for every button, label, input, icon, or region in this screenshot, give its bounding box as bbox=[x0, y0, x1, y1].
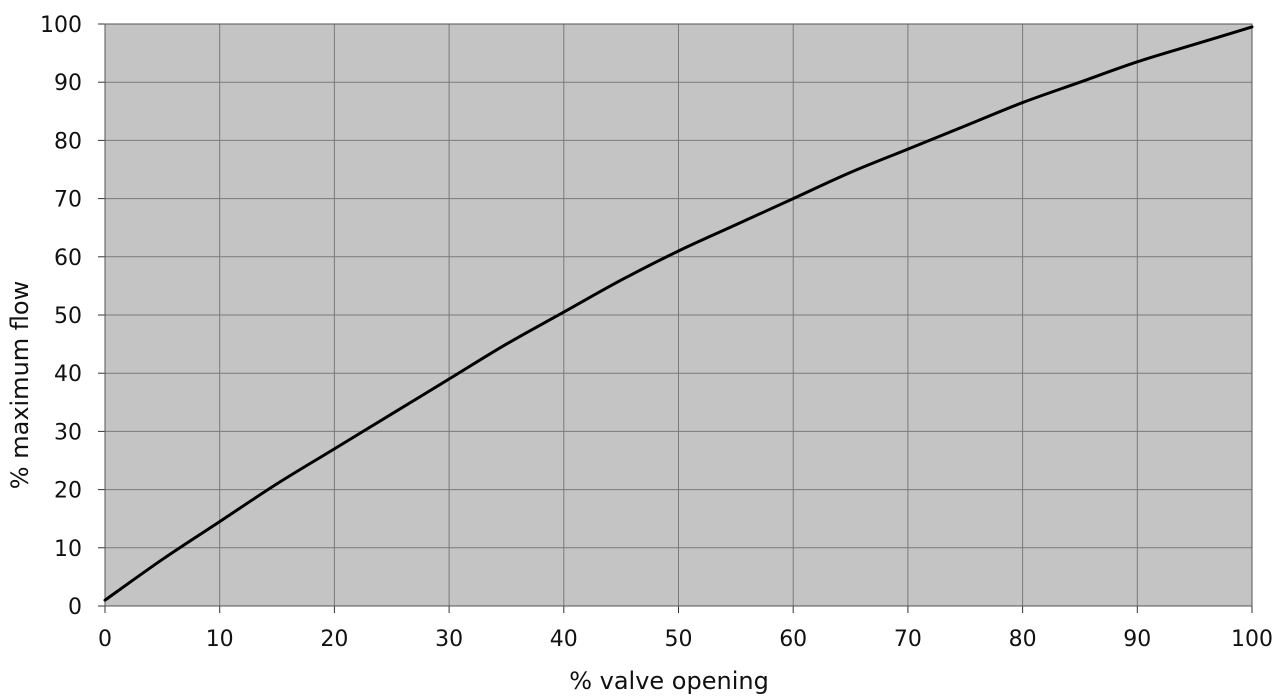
x-tick-label: 30 bbox=[435, 627, 463, 652]
y-tick-label: 90 bbox=[54, 71, 82, 96]
x-tick-label: 70 bbox=[894, 627, 922, 652]
x-tick-label: 40 bbox=[550, 627, 578, 652]
x-tick-label: 10 bbox=[206, 627, 234, 652]
x-tick-label: 60 bbox=[779, 627, 807, 652]
plot-border bbox=[104, 23, 1253, 607]
x-tick-label: 100 bbox=[1231, 627, 1273, 652]
y-tick-label: 40 bbox=[54, 362, 82, 387]
x-tick-label: 50 bbox=[665, 627, 693, 652]
x-tick-label: 80 bbox=[1009, 627, 1037, 652]
x-tick-label: 20 bbox=[320, 627, 348, 652]
x-tick-label: 90 bbox=[1123, 627, 1151, 652]
y-tick-label: 20 bbox=[54, 479, 82, 504]
x-tick-labels: 0 10 20 30 40 50 60 70 80 90 100 bbox=[98, 627, 1273, 652]
y-tick-label: 80 bbox=[54, 129, 82, 154]
series-line bbox=[103, 25, 1254, 602]
y-tick-labels: 0 10 20 30 40 50 60 70 80 90 100 bbox=[40, 13, 82, 620]
y-tick-label: 60 bbox=[54, 246, 82, 271]
y-tick-label: 100 bbox=[40, 13, 82, 38]
y-tick-label: 30 bbox=[54, 420, 82, 445]
grid-lines bbox=[105, 24, 1252, 606]
y-tick-label: 10 bbox=[54, 537, 82, 562]
y-tick-label: 0 bbox=[68, 595, 82, 620]
y-tick-label: 70 bbox=[54, 188, 82, 213]
axes bbox=[98, 23, 1253, 613]
x-tick-label: 0 bbox=[98, 627, 112, 652]
series-layer bbox=[103, 25, 1254, 602]
x-axis-title: % valve opening bbox=[569, 667, 769, 695]
y-axis-title: % maximum flow bbox=[6, 281, 34, 489]
y-tick-label: 50 bbox=[54, 304, 82, 329]
